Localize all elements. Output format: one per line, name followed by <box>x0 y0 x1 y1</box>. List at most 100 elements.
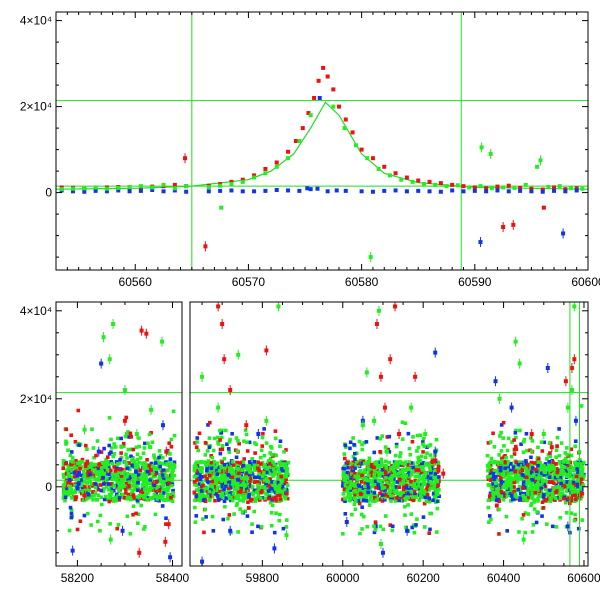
data-point <box>574 482 579 487</box>
data-point <box>530 478 535 482</box>
data-point <box>428 453 433 457</box>
data-point <box>250 522 254 526</box>
data-point <box>72 471 77 475</box>
data-point <box>513 496 517 501</box>
data-point <box>355 477 360 482</box>
data-point <box>517 466 522 470</box>
data-point <box>227 493 231 498</box>
data-point <box>264 487 269 491</box>
data-point <box>560 467 564 471</box>
data-point <box>164 460 168 464</box>
bottom-frame <box>55 301 183 567</box>
data-point <box>530 496 535 501</box>
data-point <box>250 473 255 478</box>
data-point <box>401 461 406 466</box>
data-point <box>167 441 172 445</box>
data-point <box>521 483 526 487</box>
data-point <box>382 485 387 490</box>
data-point <box>489 517 493 522</box>
data-point <box>538 475 543 479</box>
data-point <box>233 469 237 474</box>
data-point <box>366 482 370 486</box>
data-point <box>224 491 229 495</box>
data-point <box>370 484 375 489</box>
data-point <box>137 495 141 500</box>
data-point <box>195 460 199 464</box>
data-point <box>76 477 81 482</box>
data-point <box>207 473 212 478</box>
data-point <box>393 485 398 490</box>
data-point <box>425 484 430 489</box>
data-point <box>395 496 399 500</box>
data-point <box>275 485 279 489</box>
data-point <box>514 428 518 433</box>
data-point <box>158 494 162 499</box>
data-point <box>129 497 133 502</box>
data-point <box>144 484 149 489</box>
data-point <box>573 497 578 502</box>
data-point <box>64 471 69 476</box>
y-tick-label: 2×10⁴ <box>20 100 52 114</box>
data-point <box>112 452 117 456</box>
data-point <box>404 473 409 478</box>
data-point <box>420 468 425 472</box>
data-point <box>138 476 142 480</box>
data-point <box>69 515 74 520</box>
data-point <box>212 472 217 476</box>
data-point <box>269 472 274 476</box>
data-point <box>61 484 66 488</box>
data-point <box>62 492 66 497</box>
data-point <box>403 513 407 517</box>
data-point <box>502 469 506 473</box>
data-point <box>236 463 240 468</box>
data-point <box>356 463 361 468</box>
data-point <box>548 451 552 455</box>
data-point <box>400 467 405 472</box>
data-point <box>557 475 562 479</box>
data-point <box>226 446 231 451</box>
data-point <box>119 477 124 482</box>
data-point <box>293 139 298 143</box>
data-point <box>428 527 432 532</box>
data-point <box>146 496 151 500</box>
data-point <box>141 451 146 456</box>
data-point <box>93 485 98 490</box>
data-point <box>495 188 500 193</box>
data-point <box>417 498 422 502</box>
data-point <box>530 463 535 468</box>
data-point <box>563 187 568 192</box>
data-point <box>143 487 147 492</box>
data-point <box>343 496 348 501</box>
data-point <box>415 479 420 484</box>
data-point <box>437 494 441 499</box>
data-point <box>529 503 533 508</box>
data-point <box>161 480 166 485</box>
data-point <box>343 188 348 193</box>
data-point <box>360 527 364 531</box>
data-point <box>193 520 198 524</box>
data-point <box>366 461 370 465</box>
data-point <box>203 474 207 479</box>
data-point <box>89 523 93 527</box>
data-point <box>519 442 523 447</box>
data-point <box>66 463 70 468</box>
data-point <box>389 494 394 498</box>
data-point <box>412 481 417 486</box>
data-point <box>256 466 260 471</box>
data-point <box>195 440 199 444</box>
data-point <box>250 530 254 535</box>
data-point <box>341 480 345 485</box>
data-point <box>99 450 104 454</box>
data-point <box>147 481 152 486</box>
data-point <box>171 409 176 414</box>
data-point <box>286 156 291 161</box>
data-point <box>429 486 433 490</box>
data-point <box>246 467 250 472</box>
data-point <box>135 485 139 489</box>
data-point <box>125 466 130 471</box>
x-tick-label: 60580 <box>345 275 379 289</box>
data-point <box>170 467 175 472</box>
data-point <box>511 477 516 482</box>
data-point <box>570 490 575 495</box>
data-point <box>85 481 90 485</box>
